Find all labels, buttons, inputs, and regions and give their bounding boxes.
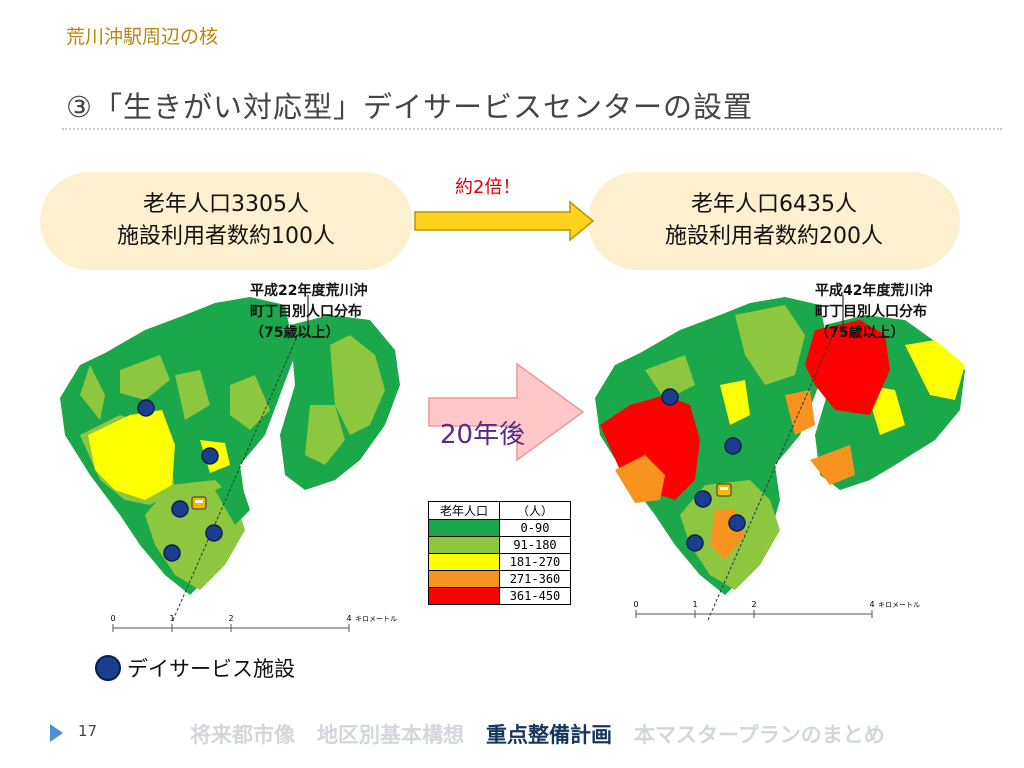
- map-before: [60, 295, 400, 621]
- facility-dot-icon: [137, 399, 155, 417]
- map-region: [645, 355, 695, 400]
- caption-line: （75歳以上）: [250, 325, 340, 341]
- railway-line: [707, 329, 836, 621]
- slide-title: ③「生きがい対応型」デイサービスセンターの設置: [66, 90, 753, 124]
- stat-before: 老年人口3305人 施設利用者数約100人: [40, 172, 412, 270]
- legend-swatch: [428, 553, 500, 571]
- facility-dot-icon: [728, 514, 746, 532]
- map-region: [145, 480, 245, 590]
- scale-tick: 0: [633, 600, 638, 609]
- legend-swatch: [428, 519, 500, 537]
- facility-users-before: 施設利用者数約100人: [117, 224, 335, 249]
- facility-dot-icon: [694, 490, 712, 508]
- caption-line: 町丁目別人口分布: [250, 304, 362, 320]
- legend-label: 181-270: [499, 553, 571, 571]
- facility-legend: デイサービス施設: [95, 653, 295, 683]
- footer-triangle-icon: [50, 724, 63, 742]
- elderly-population-after: 老年人口6435人: [691, 192, 857, 217]
- map-region: [330, 335, 385, 435]
- facility-dot-icon: [205, 524, 223, 542]
- map-region: [88, 410, 175, 500]
- population-legend: 老年人口 （人） 0-90 91-180 181-270 271-360 361…: [428, 501, 571, 605]
- scale-tick: 4: [346, 614, 351, 623]
- scale-tick: 2: [751, 600, 756, 609]
- scale-bar-after: 0 1 2 4 キロメートル: [633, 600, 920, 618]
- caption-line: （75歳以上）: [815, 325, 905, 341]
- map-region: [785, 390, 815, 435]
- map-region: [120, 355, 170, 400]
- legend-swatch: [428, 570, 500, 588]
- map-region: [735, 305, 805, 385]
- map-region: [80, 365, 105, 420]
- legend-header-left: 老年人口: [428, 501, 500, 520]
- footer-nav-item-active[interactable]: 重点整備計画: [486, 723, 612, 747]
- map-region: [175, 370, 210, 420]
- map-region: [615, 455, 665, 503]
- scale-tick: 2: [228, 614, 233, 623]
- caption-before: 平成22年度荒川沖 町丁目別人口分布 （75歳以上）: [250, 281, 367, 344]
- scale-tick: 1: [169, 614, 174, 623]
- facility-dot-icon: [661, 388, 679, 406]
- facility-dot-icon: [686, 534, 704, 552]
- footer-nav-item[interactable]: 本マスタープランのまとめ: [634, 723, 885, 747]
- legend-swatch: [428, 536, 500, 554]
- twenty-years-label: 20年後: [440, 420, 526, 450]
- legend-header-right: （人）: [499, 501, 571, 520]
- facility-users-after: 施設利用者数約200人: [665, 224, 883, 249]
- map-region: [305, 405, 345, 465]
- facility-legend-label: デイサービス施設: [127, 657, 295, 681]
- title-divider: [62, 128, 1002, 130]
- footer-nav: 将来都市像 地区別基本構想 重点整備計画 本マスタープランのまとめ: [190, 719, 885, 749]
- train-station-icon: [191, 496, 207, 510]
- twenty-years-arrow-icon: [428, 362, 585, 462]
- scale-unit: キロメートル: [355, 615, 397, 623]
- map-region: [230, 375, 270, 430]
- scale-unit: キロメートル: [878, 601, 920, 609]
- map-region: [720, 380, 750, 425]
- elderly-population-before: 老年人口3305人: [143, 192, 309, 217]
- legend-label: 361-450: [499, 587, 571, 605]
- facility-dot-icon: [163, 544, 181, 562]
- scale-tick: 4: [869, 600, 874, 609]
- page-number: 17: [78, 722, 98, 740]
- stat-after: 老年人口6435人 施設利用者数約200人: [588, 172, 960, 270]
- facility-dot-icon: [95, 655, 121, 681]
- ratio-note: 約2倍！: [455, 177, 521, 198]
- map-region: [805, 320, 890, 415]
- facility-dot-icon: [171, 500, 189, 518]
- railway-line: [172, 329, 301, 621]
- map-region: [810, 445, 855, 485]
- caption-line: 町丁目別人口分布: [815, 304, 927, 320]
- facility-dot-icon: [724, 437, 742, 455]
- caption-line: 平成22年度荒川沖: [250, 283, 368, 299]
- footer-nav-item[interactable]: 地区別基本構想: [317, 723, 464, 747]
- scale-tick: 0: [110, 614, 115, 623]
- legend-label: 91-180: [499, 536, 571, 554]
- footer-nav-item[interactable]: 将来都市像: [190, 723, 295, 747]
- map-region: [215, 480, 250, 525]
- caption-line: 平成42年度荒川沖: [815, 283, 933, 299]
- legend-swatch: [428, 587, 500, 605]
- facility-dot-icon: [201, 447, 219, 465]
- caption-after: 平成42年度荒川沖 町丁目別人口分布 （75歳以上）: [815, 281, 932, 344]
- section-title: 荒川沖駅周辺の核: [66, 26, 219, 48]
- scale-tick: 1: [692, 600, 697, 609]
- map-region: [905, 340, 965, 400]
- growth-arrow-icon: [414, 200, 595, 242]
- legend-label: 0-90: [499, 519, 571, 537]
- scale-bar-before: 0 1 2 4 キロメートル: [110, 614, 397, 632]
- train-station-icon: [716, 483, 732, 497]
- map-after: [595, 295, 965, 621]
- legend-label: 271-360: [499, 570, 571, 588]
